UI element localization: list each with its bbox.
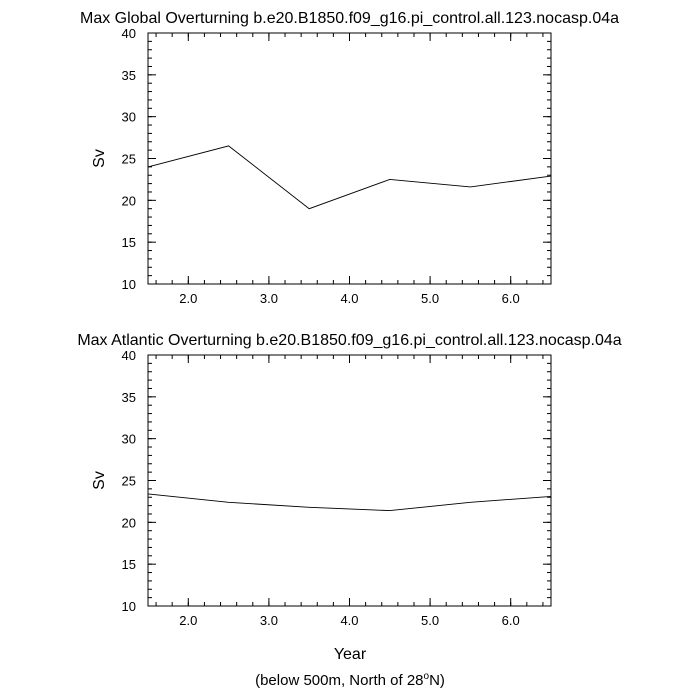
y-tick-label: 15 bbox=[122, 557, 136, 572]
footnote-main: (below 500m, North of 28 bbox=[255, 672, 423, 689]
y-tick-label: 35 bbox=[122, 390, 136, 405]
y-tick-label: 10 bbox=[122, 277, 136, 292]
plot-frame bbox=[147, 32, 552, 285]
global-overturning-panel: Max Global Overturning b.e20.B1850.f09_g… bbox=[80, 10, 619, 306]
x-tick-label: 2.0 bbox=[179, 291, 197, 306]
x-tick-label: 5.0 bbox=[421, 613, 439, 628]
y-tick-label: 20 bbox=[122, 515, 136, 530]
chart-title: Max Atlantic Overturning b.e20.B1850.f09… bbox=[77, 332, 621, 349]
y-tick-label: 40 bbox=[122, 348, 136, 363]
x-tick-label: 5.0 bbox=[421, 291, 439, 306]
footnote-end: N) bbox=[429, 672, 445, 689]
x-tick-label: 4.0 bbox=[340, 613, 358, 628]
x-tick-label: 3.0 bbox=[260, 613, 278, 628]
x-tick-label: 4.0 bbox=[340, 291, 358, 306]
x-tick-label: 2.0 bbox=[179, 613, 197, 628]
atlantic-overturning-panel: Max Atlantic Overturning b.e20.B1850.f09… bbox=[77, 332, 621, 628]
footnote-degree: o bbox=[424, 671, 430, 682]
footnote: (below 500m, North of 28oN) bbox=[255, 671, 445, 689]
plot-frame bbox=[147, 354, 552, 607]
x-tick-label: 6.0 bbox=[502, 613, 520, 628]
y-axis-label: Sv bbox=[91, 149, 108, 168]
x-tick-label: 6.0 bbox=[502, 291, 520, 306]
y-tick-label: 15 bbox=[122, 235, 136, 250]
y-tick-label: 25 bbox=[122, 474, 136, 489]
x-tick-label: 3.0 bbox=[260, 291, 278, 306]
series-line bbox=[147, 145, 552, 210]
y-tick-label: 35 bbox=[122, 68, 136, 83]
x-axis-label: Year bbox=[334, 646, 367, 663]
y-axis-label: Sv bbox=[91, 471, 108, 490]
y-tick-label: 10 bbox=[122, 599, 136, 614]
y-tick-label: 30 bbox=[122, 110, 136, 125]
y-tick-label: 25 bbox=[122, 152, 136, 167]
y-tick-label: 30 bbox=[122, 432, 136, 447]
series-line bbox=[147, 493, 552, 512]
y-tick-label: 40 bbox=[122, 26, 136, 41]
y-tick-label: 20 bbox=[122, 193, 136, 208]
chart-title: Max Global Overturning b.e20.B1850.f09_g… bbox=[80, 10, 619, 27]
